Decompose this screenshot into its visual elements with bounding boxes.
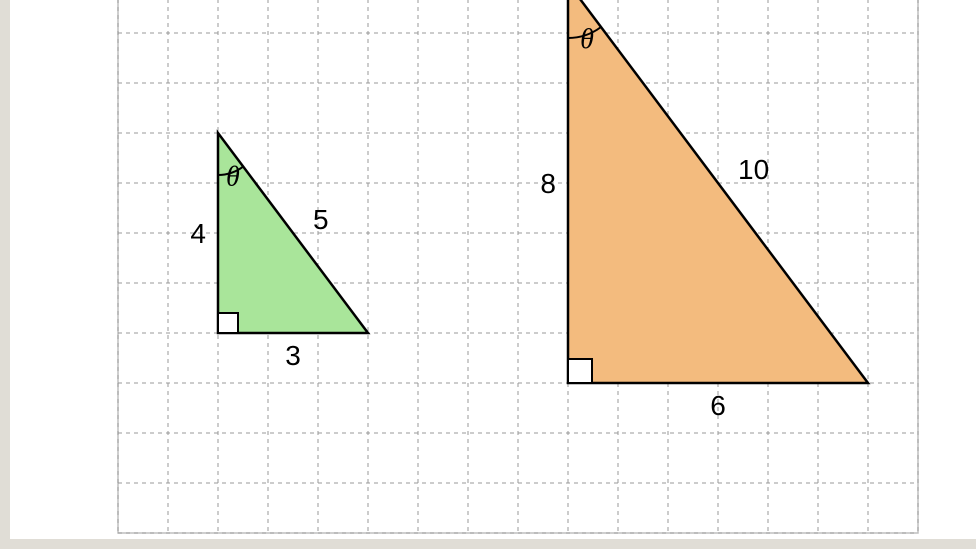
small-label-vertical: 4 bbox=[190, 218, 206, 249]
small-label-base: 3 bbox=[285, 340, 301, 371]
large-label-hypotenuse: 10 bbox=[738, 154, 769, 185]
small-label-theta: θ bbox=[226, 162, 240, 193]
small-label-hypotenuse: 5 bbox=[313, 204, 329, 235]
large-label-base: 6 bbox=[710, 390, 726, 421]
large-label-vertical: 8 bbox=[540, 168, 556, 199]
diagram-svg: 4 3 5 θ 8 6 10 θ bbox=[10, 0, 976, 549]
diagram-canvas: 4 3 5 θ 8 6 10 θ bbox=[10, 0, 976, 539]
large-label-theta: θ bbox=[580, 24, 594, 55]
large-right-angle-marker bbox=[568, 359, 592, 383]
small-right-angle-marker bbox=[218, 313, 238, 333]
